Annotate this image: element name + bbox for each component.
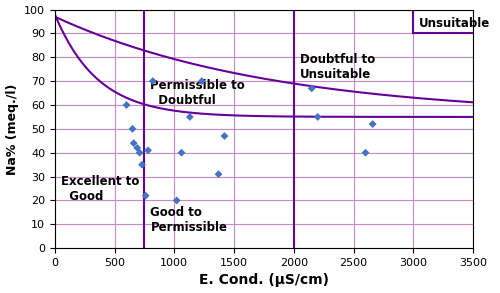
Text: Excellent to
  Good: Excellent to Good: [61, 175, 139, 202]
Point: [178, 150, 186, 155]
Point: [149, 79, 157, 84]
Y-axis label: Na% (meq./l): Na% (meq./l): [6, 83, 18, 175]
Point: [130, 141, 138, 146]
Text: Unsuitable: Unsuitable: [419, 17, 490, 30]
Point: [308, 86, 316, 91]
Text: Doubtful to
Unsuitable: Doubtful to Unsuitable: [300, 53, 375, 81]
X-axis label: E. Cond. (μS/cm): E. Cond. (μS/cm): [199, 273, 329, 287]
Text: Permissible to
  Doubtful: Permissible to Doubtful: [150, 79, 245, 107]
Point: [128, 127, 136, 131]
Point: [144, 148, 152, 153]
Point: [136, 150, 143, 155]
Text: Good to
Permissible: Good to Permissible: [150, 205, 228, 234]
Point: [138, 162, 146, 167]
Point: [198, 79, 206, 84]
Point: [220, 134, 228, 138]
Point: [368, 122, 376, 127]
Point: [172, 198, 180, 203]
Point: [122, 103, 130, 107]
Point: [362, 150, 370, 155]
Point: [134, 146, 141, 150]
Point: [142, 193, 150, 198]
Point: [214, 172, 222, 177]
Point: [186, 115, 194, 119]
Point: [314, 115, 322, 119]
